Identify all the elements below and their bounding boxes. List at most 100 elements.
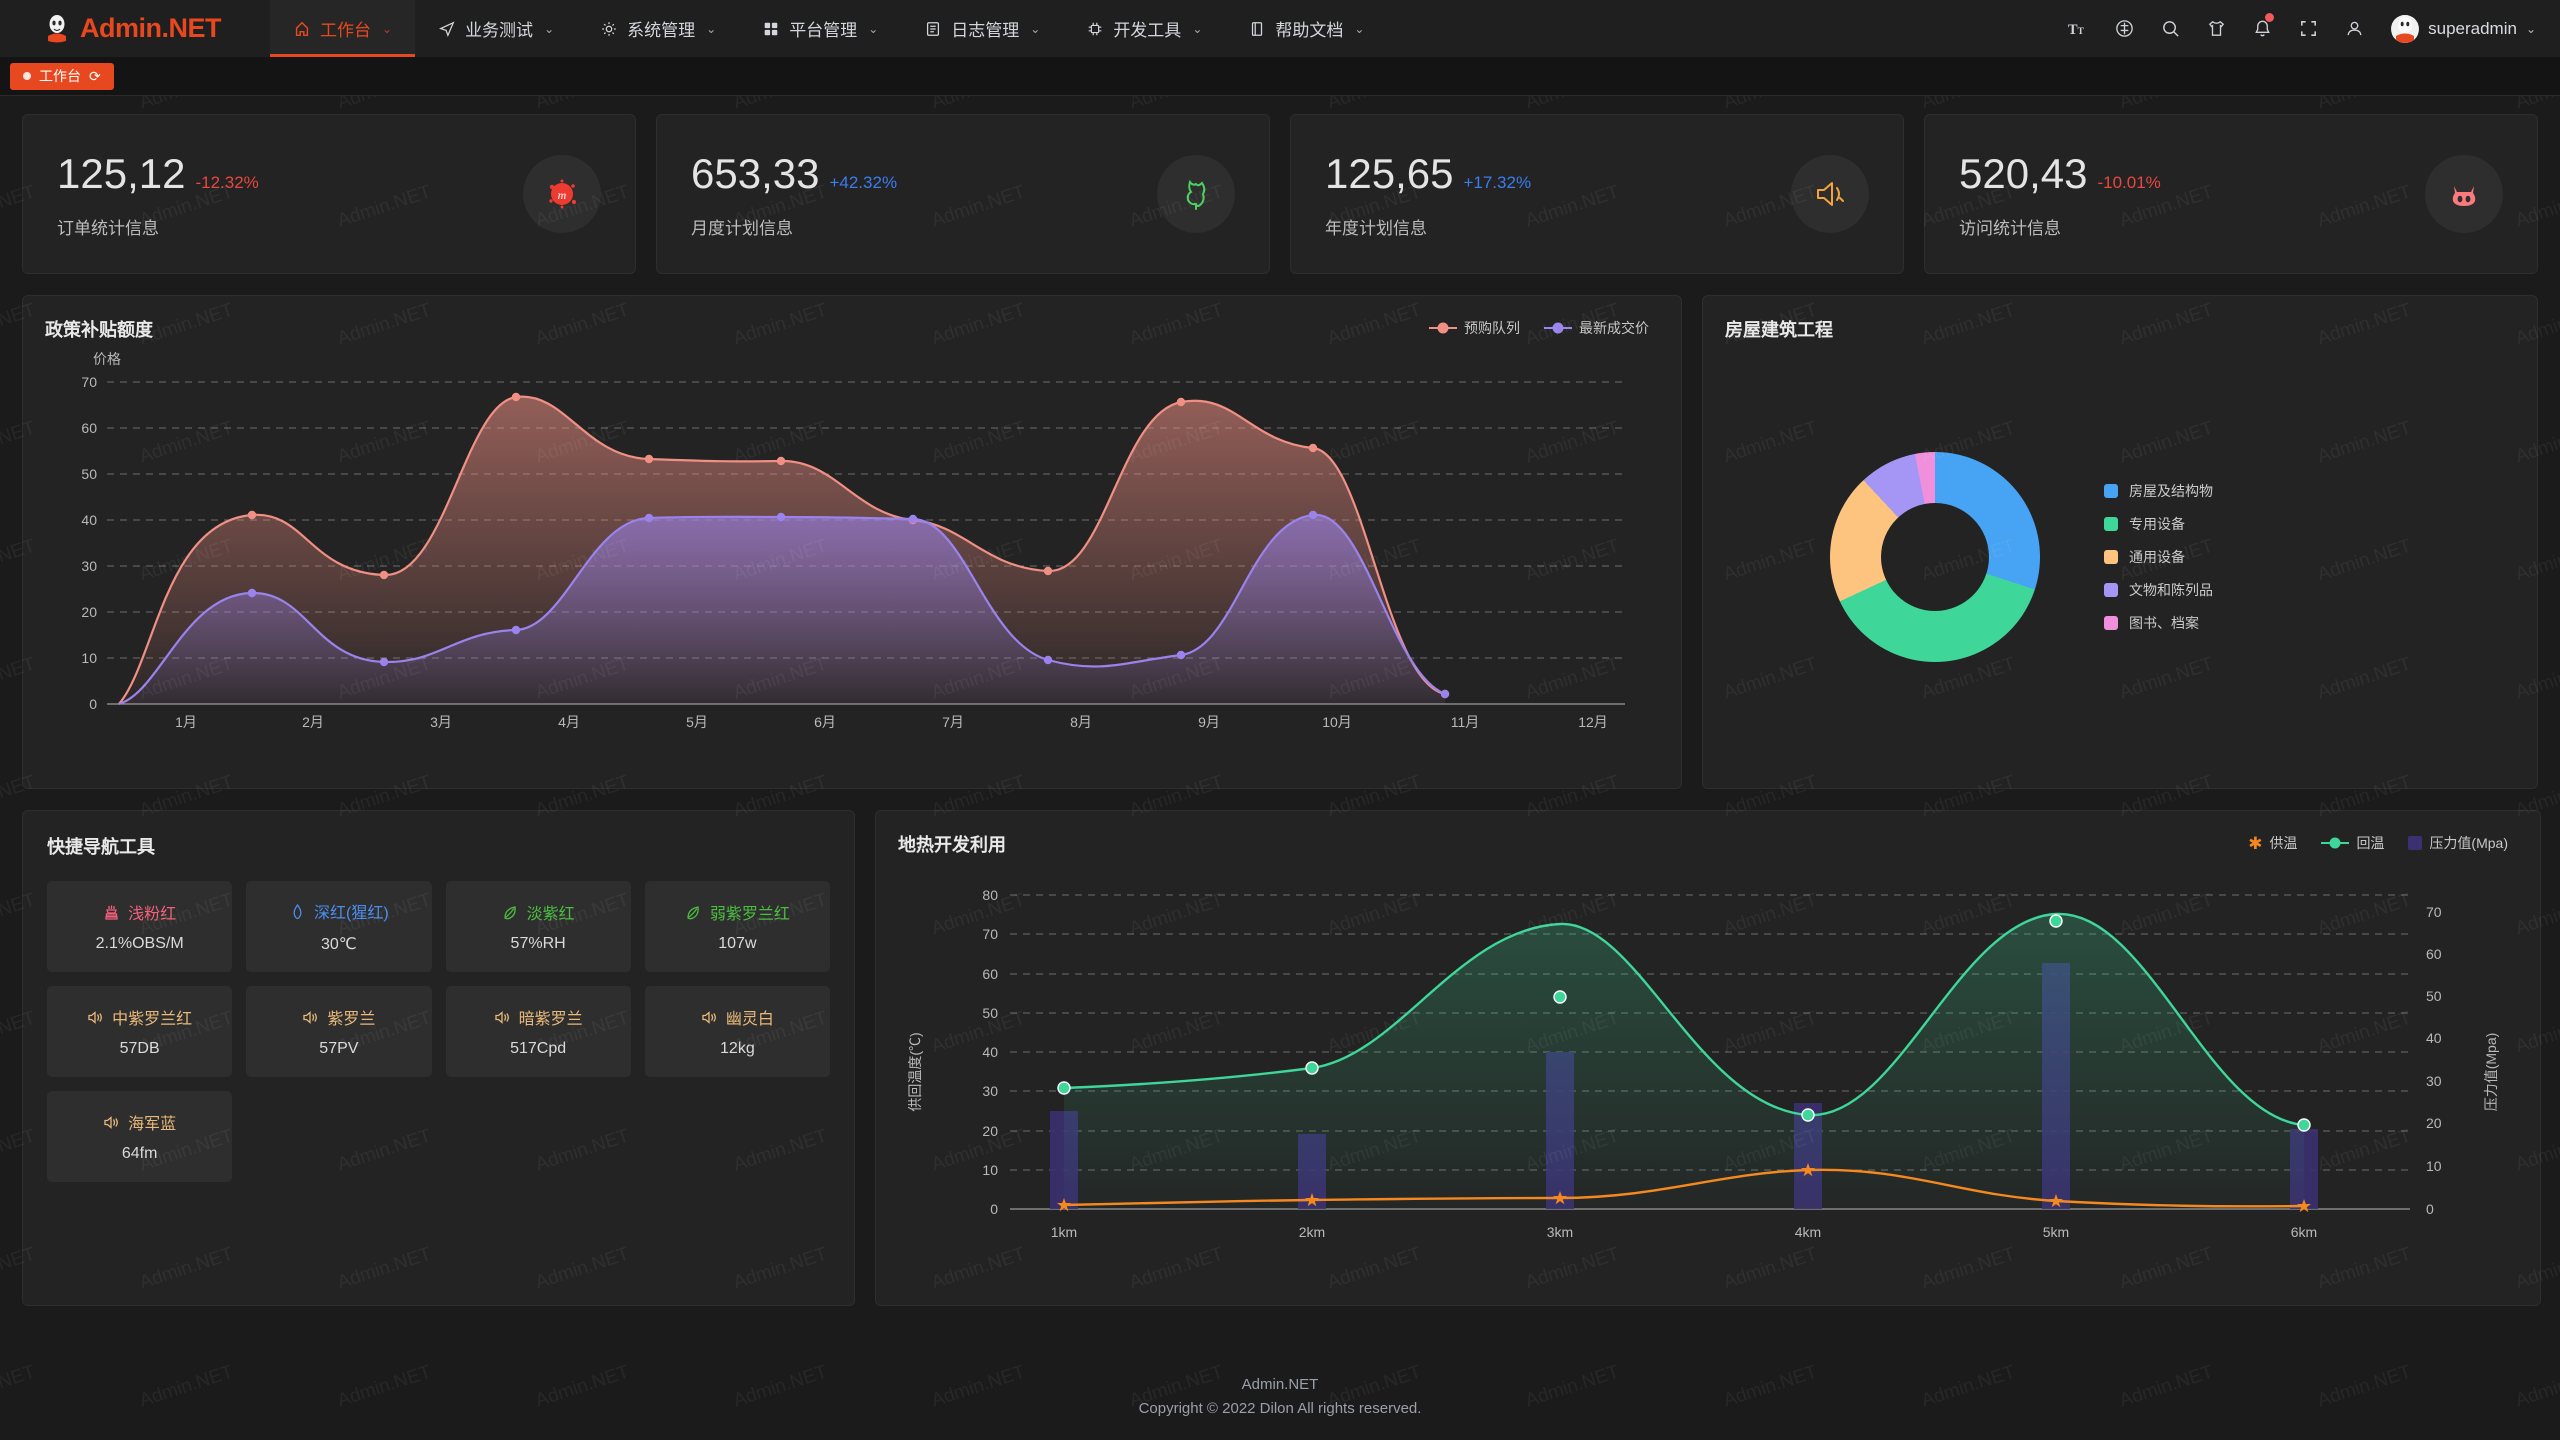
tool-header: 紫罗兰 [302,1005,375,1029]
legend-item-buildings[interactable]: 房屋及结构物 [2104,481,2213,501]
svg-text:30: 30 [2426,1073,2442,1089]
tool-header: 海军蓝 [103,1110,176,1134]
building-engineering-chart-panel: 房屋建筑工程 房屋及结构物 专用设备 [1702,295,2538,789]
series-return-temp-area [1064,913,2304,1209]
svg-text:8月: 8月 [1070,714,1092,730]
tab-workbench[interactable]: 工作台 ⟳ [10,62,114,90]
stat-card-orders[interactable]: 125,12 -12.32% 订单统计信息 m [22,114,636,274]
speaker-icon [702,1010,716,1024]
tool-card-light-pink[interactable]: 浅粉红 2.1%OBS/M [47,881,233,972]
legend-item-latest-price[interactable]: 最新成交价 [1544,318,1649,338]
brand-name: Admin.NET [80,13,222,43]
nav-item-help-docs[interactable]: 帮助文档 ⌄ [1225,0,1387,57]
nav-label: 业务测试 [465,21,534,40]
tool-label: 幽灵白 [725,1011,774,1028]
tool-card-medium-violet-red[interactable]: 中紫罗兰红 57DB [47,986,233,1077]
nav-item-log-management[interactable]: 日志管理 ⌄ [901,0,1063,57]
language-globe-icon[interactable] [2101,0,2147,57]
legend-label: 图书、档案 [2129,615,2199,631]
svg-text:T: T [2068,22,2078,38]
legend-swatch [2104,517,2118,531]
tools-grid: 浅粉红 2.1%OBS/M 深红(猩红) 30℃ [47,881,830,1182]
stat-text-block: 125,65 +17.32% 年度计划信息 [1325,150,1531,239]
nav-item-system-management[interactable]: 系统管理 ⌄ [577,0,739,57]
speaker-icon [88,1010,103,1024]
stat-label: 年度计划信息 [1325,218,1427,238]
refresh-icon[interactable]: ⟳ [89,67,101,84]
svg-text:T: T [2077,26,2084,37]
series-latest-price-line [118,513,1446,706]
legend-marker [2321,837,2350,849]
chart-legend: 预购队列 最新成交价 [1429,318,1649,338]
nav-label: 平台管理 [789,21,858,40]
legend-item-return-temp[interactable]: 回温 [2321,833,2384,853]
svg-text:1月: 1月 [175,714,197,730]
legend-label: 文物和陈列品 [2129,582,2213,598]
tool-value: 12kg [720,1040,755,1057]
stat-number-line: 653,33 +42.32% [691,150,897,198]
stat-card-annual-plan[interactable]: 125,65 +17.32% 年度计划信息 [1290,114,1904,274]
tool-card-light-purple-red[interactable]: 淡紫红 57%RH [445,881,631,972]
svg-text:60: 60 [2426,946,2442,962]
svg-text:30: 30 [982,1083,998,1099]
user-menu[interactable]: superadmin ⌄ [2377,14,2536,43]
nav-label: 日志管理 [951,21,1020,40]
legend-label: 回温 [2356,835,2385,851]
svg-text:6月: 6月 [814,714,836,730]
legend-item-prepurchase[interactable]: 预购队列 [1429,318,1520,338]
tool-card-navy-blue[interactable]: 海军蓝 64fm [47,1091,233,1182]
stat-card-visits[interactable]: 520,43 -10.01% 访问统计信息 [1924,114,2538,274]
stat-delta: +42.32% [829,172,898,192]
speaker-icon [494,1010,509,1024]
droplet-icon [293,903,302,919]
panel-title: 房屋建筑工程 [1725,320,1833,340]
series-latest-price-markers [247,510,1450,699]
legend-swatch [2104,484,2118,498]
nav-item-workbench[interactable]: 工作台 ⌄ [270,0,416,57]
stat-value: 125,65 [1325,149,1454,197]
brand-logo-area[interactable]: Admin.NET [0,0,270,57]
stat-delta: -10.01% [2097,172,2161,192]
tool-card-ghost-white[interactable]: 幽灵白 12kg [644,986,830,1077]
tool-card-violet[interactable]: 紫罗兰 57PV [246,986,432,1077]
tool-card-dark-red[interactable]: 深红(猩红) 30℃ [246,881,432,972]
legend-item-general-equipment[interactable]: 通用设备 [2104,547,2213,567]
book-icon [1248,20,1266,38]
nav-item-platform-management[interactable]: 平台管理 ⌄ [739,0,901,57]
svg-text:6km: 6km [2291,1224,2317,1240]
legend-item-pressure[interactable]: 压力值(Mpa) [2408,833,2508,853]
font-size-icon[interactable]: T T [2055,0,2101,57]
page-footer: Admin.NET Copyright © 2022 Dilon All rig… [0,1352,2560,1440]
tool-value: 57DB [119,1040,160,1057]
stat-card-monthly-plan[interactable]: 653,33 +42.32% 月度计划信息 [656,114,1270,274]
avatar [2391,14,2420,43]
stat-value: 125,12 [57,149,186,197]
chevron-down-icon: ⌄ [706,21,717,36]
svg-text:70: 70 [2426,904,2442,920]
legend-item-artifacts[interactable]: 文物和陈列品 [2104,580,2213,600]
svg-text:0: 0 [2426,1201,2434,1217]
svg-text:20: 20 [982,1123,998,1139]
notification-bell-icon[interactable] [2239,0,2285,57]
nav-item-dev-tools[interactable]: 开发工具 ⌄ [1063,0,1225,57]
home-icon [293,20,311,38]
y2-axis-label: 压力值(Mpa) [2483,1033,2499,1112]
search-icon[interactable] [2147,0,2193,57]
leaf-icon [503,905,516,919]
legend-item-supply-temp[interactable]: ✱ 供温 [2248,833,2297,853]
fullscreen-icon[interactable] [2285,0,2331,57]
theme-shirt-icon[interactable] [2193,0,2239,57]
nav-item-business-test[interactable]: 业务测试 ⌄ [415,0,577,57]
gear-icon [600,20,618,38]
x-axis-labels: 1km 2km 3km 4km 5km 6km [1051,1224,2317,1240]
user-account-icon[interactable] [2331,0,2377,57]
chip-icon [1086,20,1104,38]
tool-card-pale-violet-red[interactable]: 弱紫罗兰红 107w [644,881,830,972]
document-icon [924,20,942,38]
tool-card-dark-violet[interactable]: 暗紫罗兰 517Cpd [445,986,631,1077]
legend-item-books-archives[interactable]: 图书、档案 [2104,613,2213,633]
chevron-down-icon: ⌄ [544,21,555,36]
legend-item-special-equipment[interactable]: 专用设备 [2104,514,2213,534]
donut-chart[interactable] [1830,452,2040,662]
geothermal-chart-panel: 地热开发利用 ✱ 供温 回温 压力值(Mpa) [875,810,2541,1306]
